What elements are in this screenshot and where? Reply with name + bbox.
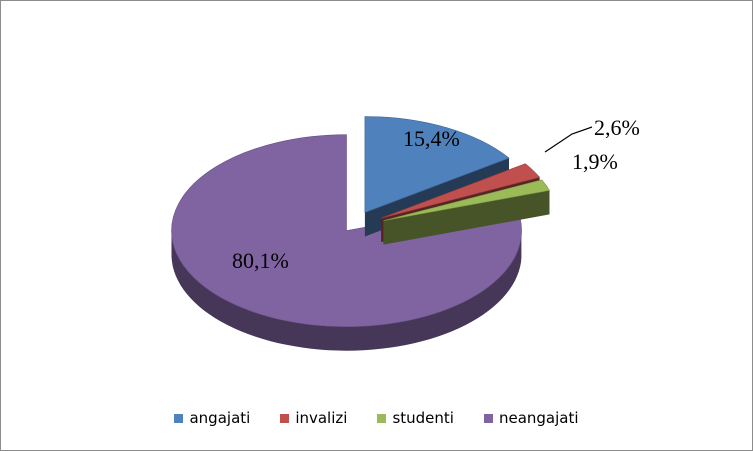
- legend-swatch-invalizi: [280, 413, 290, 423]
- slice-studenti: [383, 179, 550, 245]
- data-label-invalizi: 2,6%: [594, 115, 640, 140]
- legend-label-invalizi: invalizi: [295, 409, 348, 427]
- legend-swatch-studenti: [377, 413, 387, 423]
- legend-swatch-neangajati: [483, 413, 493, 423]
- legend-label-studenti: studenti: [392, 409, 454, 427]
- legend: angajati invalizi studenti neangajati: [0, 409, 753, 427]
- slice-side-neangajati: [171, 233, 522, 351]
- data-label-angajati: 15,4%: [403, 126, 460, 151]
- legend-item-neangajati: neangajati: [483, 409, 579, 427]
- slice-top-invalizi: [381, 163, 541, 219]
- legend-item-studenti: studenti: [377, 409, 454, 427]
- slice-top-studenti: [383, 179, 550, 221]
- leader-line-invalizi: [544, 126, 593, 153]
- data-label-studenti: 1,9%: [572, 149, 618, 174]
- slice-top-neangajati: [171, 134, 522, 327]
- legend-item-angajati: angajati: [174, 409, 250, 427]
- legend-label-neangajati: neangajati: [498, 409, 579, 427]
- data-label-neangajati: 80,1%: [232, 248, 289, 273]
- slice-cut-studenti-1: [383, 190, 550, 245]
- slice-top-angajati: [364, 116, 510, 213]
- legend-swatch-angajati: [174, 413, 184, 423]
- legend-label-angajati: angajati: [189, 409, 251, 427]
- legend-item-invalizi: invalizi: [280, 409, 347, 427]
